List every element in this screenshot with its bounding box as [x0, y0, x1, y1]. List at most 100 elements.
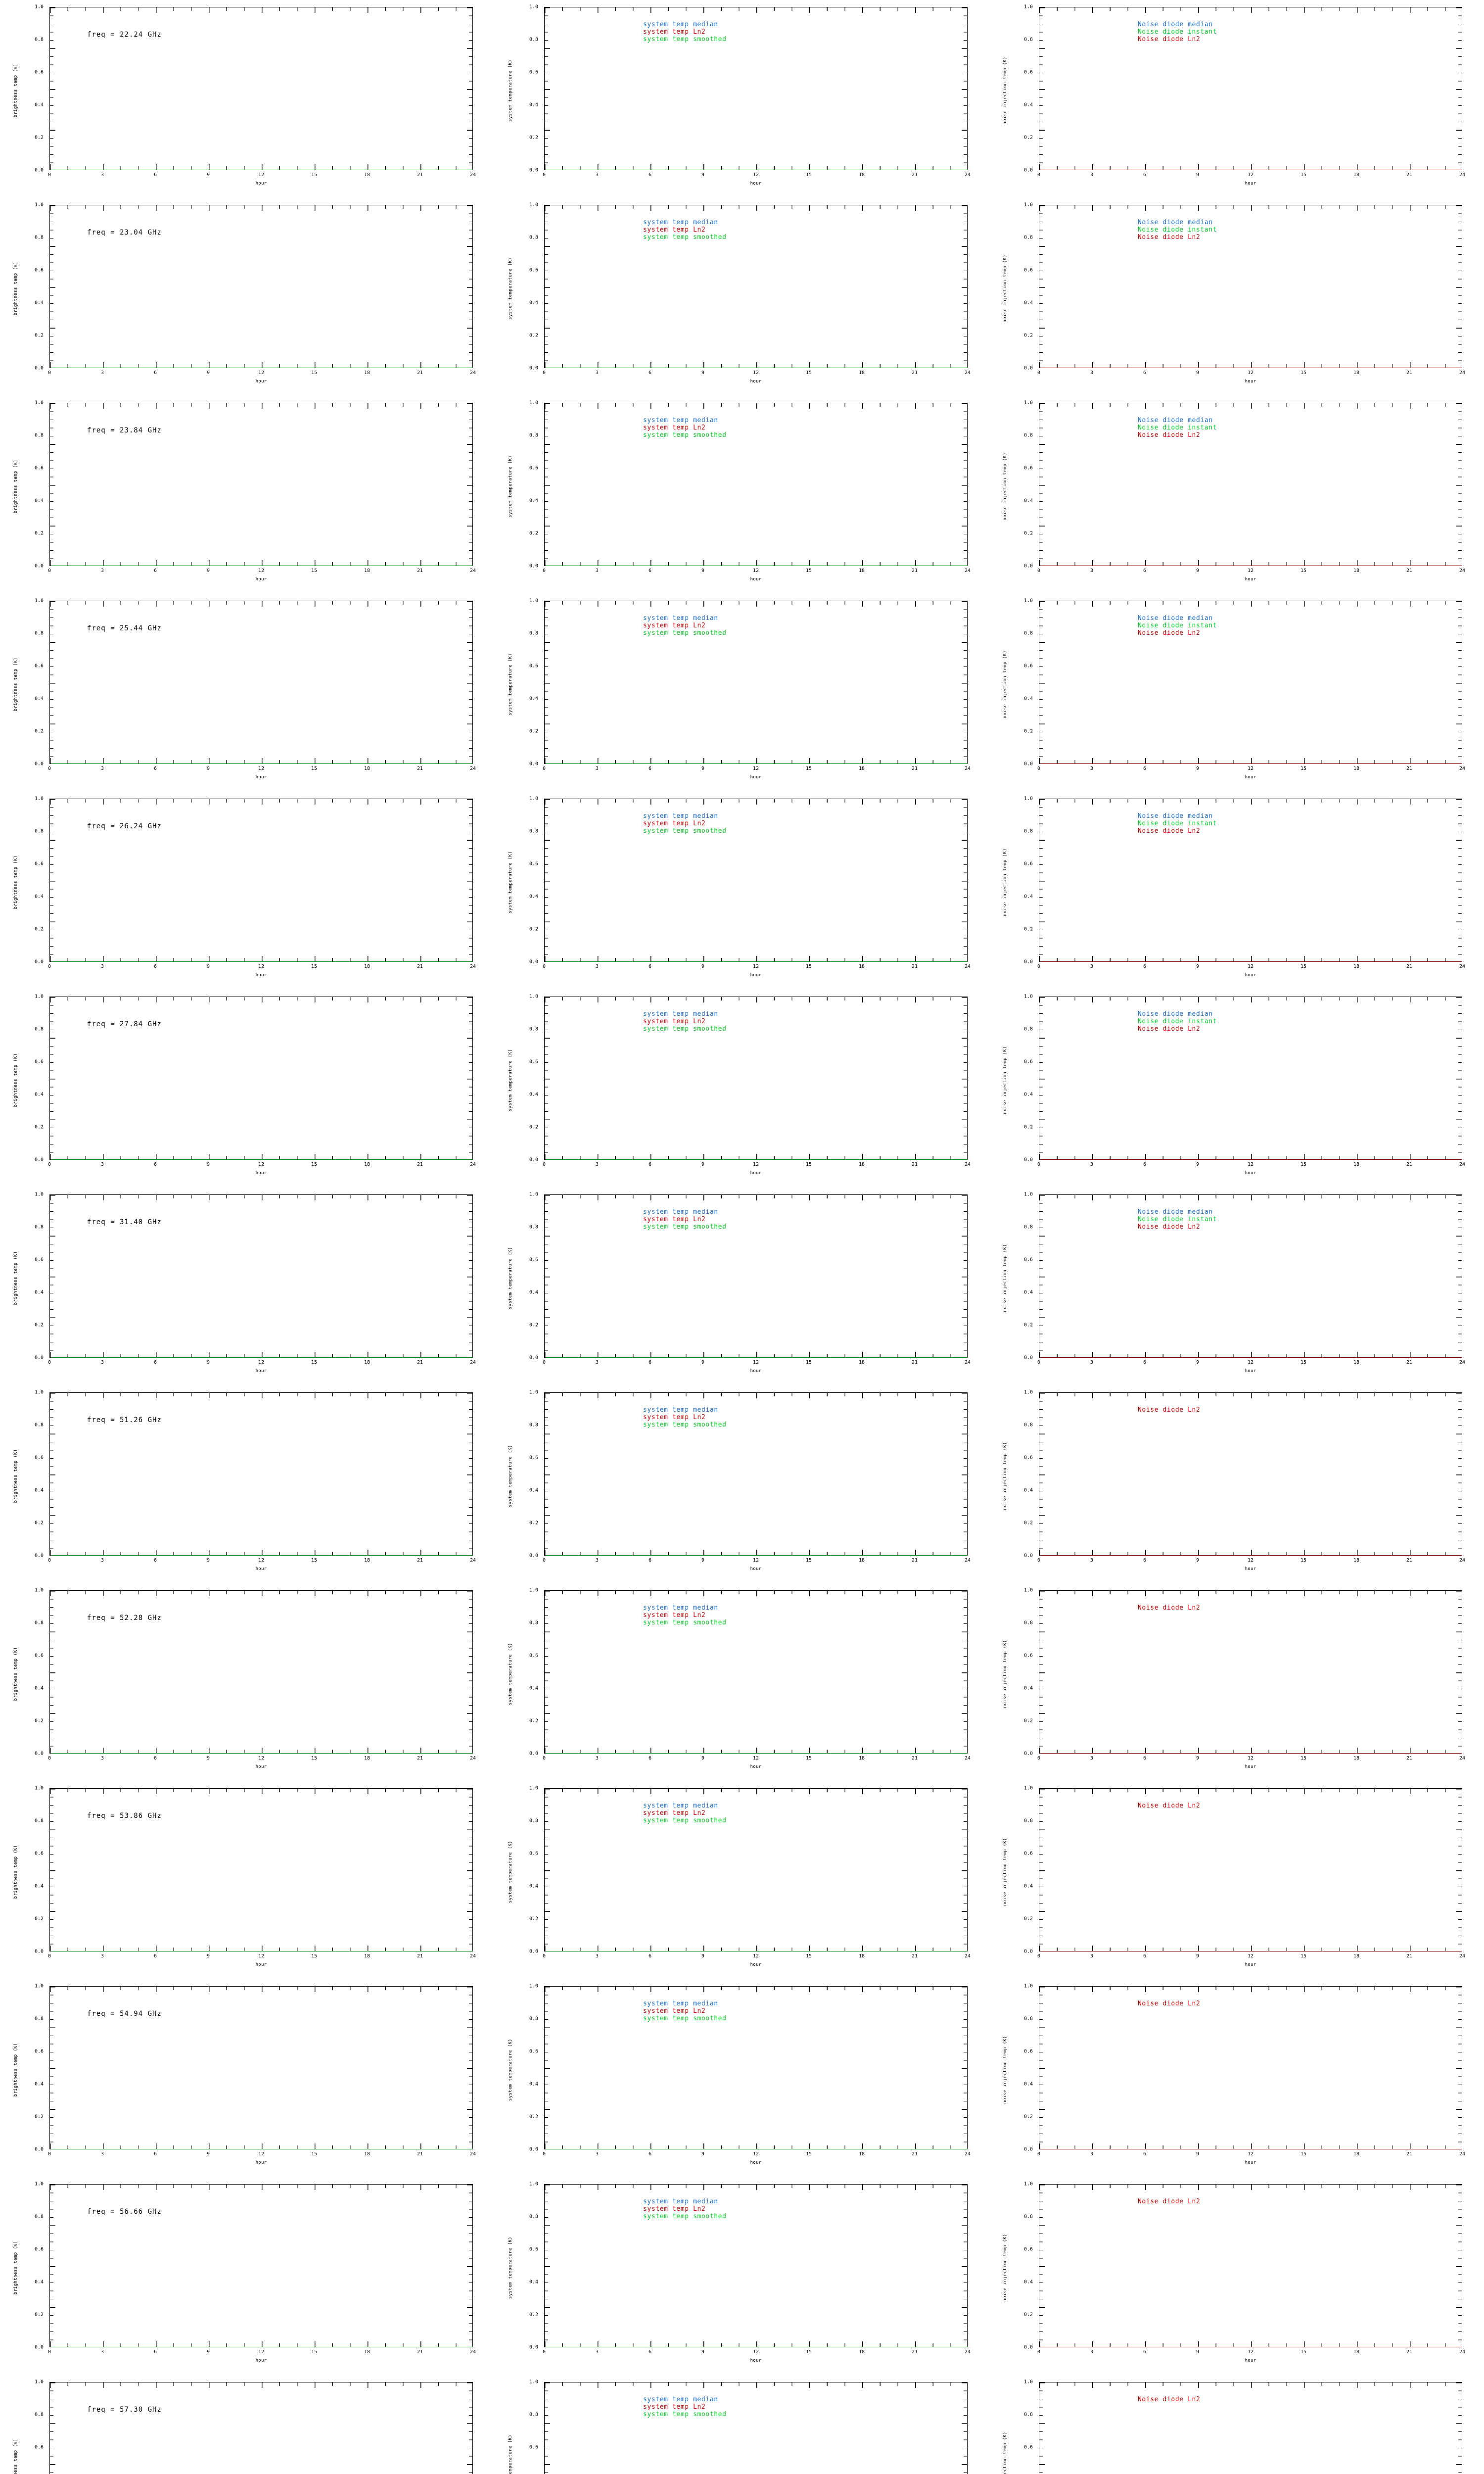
x-tick-label: 21 [1406, 1360, 1413, 1365]
x-tick-label: 24 [964, 964, 971, 969]
x-axis-label: hour [255, 2160, 267, 2165]
y-tick-label: 1.0 [529, 400, 538, 406]
y-tick-label: 0.8 [34, 630, 44, 636]
x-tick-labels: 0 3 6 9 12 15 18 21 24 [543, 172, 971, 178]
x-tick-label: 21 [417, 964, 423, 969]
y-tick-label: 0.6 [34, 1257, 44, 1263]
x-tick-label: 24 [964, 1558, 971, 1563]
x-tick-label: 9 [1196, 1756, 1200, 1761]
x-tick-label: 21 [417, 370, 423, 376]
x-tick-label: 12 [1247, 172, 1254, 178]
y-tick-label: 0.0 [1023, 1949, 1033, 1954]
y-tick-label: 0.8 [34, 432, 44, 438]
plot-panel-mid-row1: 0.0 0.2 0.4 0.6 0.8 1.0 system temperature (K)… [495, 0, 989, 198]
y-tick-label: 0.8 [529, 1026, 538, 1032]
y-tick-label: 0.8 [34, 37, 44, 43]
x-tick-label: 12 [258, 2349, 265, 2355]
plot-frame [544, 2382, 968, 2474]
y-tick-label: 0.6 [529, 267, 538, 273]
legend-entry: system temp Ln2 [643, 1809, 706, 1817]
y-axis-label: system temperature (K) [508, 257, 513, 320]
y-tick-label: 0.4 [34, 1487, 44, 1493]
x-tick-label: 18 [1353, 2349, 1360, 2355]
x-tick-label: 9 [206, 2349, 210, 2355]
y-axis-label: brightness temp (K) [13, 261, 18, 316]
y-tick-labels: 0.00.20.40.60.81.0 [989, 2379, 1037, 2474]
x-tick-label: 24 [469, 2349, 476, 2355]
plot-panel-right-row3: 0.0 0.2 0.4 0.6 0.8 1.0 noise injection temp (… [989, 396, 1484, 594]
y-tick-label: 0.0 [34, 1553, 44, 1559]
legend-entry: Noise diode Ln2 [1138, 1025, 1201, 1033]
y-tick-label: 1.0 [1023, 994, 1033, 999]
x-tick-label: 12 [258, 370, 265, 376]
x-tick-label: 6 [1143, 172, 1147, 178]
x-tick-label: 6 [153, 172, 157, 178]
x-tick-label: 12 [752, 1558, 759, 1563]
x-tick-labels: 0 3 6 9 12 15 18 21 24 [48, 964, 476, 970]
y-axis-label: brightness temp (K) [13, 2240, 18, 2295]
x-tick-labels: 0 3 6 9 12 15 18 21 24 [543, 2349, 971, 2355]
y-tick-label: 1.0 [529, 598, 538, 604]
plot-frame [49, 1986, 473, 2149]
x-tick-label: 18 [858, 172, 865, 178]
x-tick-label: 15 [1300, 1558, 1307, 1563]
plot-row: 0.0 0.2 0.4 0.6 0.8 1.0 brightness temp (K) 0 3 6… [0, 1583, 1484, 1781]
y-tick-label: 0.2 [1023, 1718, 1033, 1724]
y-axis-label: system temperature (K) [508, 653, 513, 715]
legend-entry: Noise diode instant [1138, 622, 1217, 629]
y-axis-label: brightness temp (K) [13, 459, 18, 514]
plot-frame [1039, 799, 1462, 962]
y-tick-label: 0.0 [1023, 959, 1033, 965]
series-canvas [545, 2185, 968, 2347]
y-tick-label: 0.6 [1023, 1257, 1033, 1263]
plot-frame [49, 2382, 473, 2474]
x-tick-label: 12 [258, 172, 265, 178]
y-tick-label: 0.2 [1023, 1916, 1033, 1922]
x-tick-label: 15 [805, 964, 812, 969]
series-canvas [545, 1195, 968, 1358]
y-tick-label: 1.0 [1023, 796, 1033, 802]
plot-frame [1039, 205, 1462, 368]
x-tick-label: 24 [964, 1953, 971, 1959]
x-tick-label: 18 [1353, 1162, 1360, 1167]
x-axis-label: hour [750, 1171, 762, 1176]
y-tick-label: 0.8 [34, 1026, 44, 1032]
x-tick-label: 9 [1196, 172, 1200, 178]
x-tick-label: 18 [364, 1756, 371, 1761]
x-tick-label: 3 [100, 568, 104, 573]
y-tick-label: 0.8 [34, 1422, 44, 1428]
x-tick-label: 3 [100, 1558, 104, 1563]
x-tick-label: 0 [542, 370, 546, 376]
x-tick-label: 24 [1459, 2151, 1466, 2157]
y-tick-label: 0.0 [34, 761, 44, 767]
x-tick-label: 3 [595, 1360, 599, 1365]
x-tick-labels: 0 3 6 9 12 15 18 21 24 [1037, 2151, 1466, 2157]
x-tick-label: 0 [1037, 568, 1041, 573]
y-tick-label: 0.4 [529, 1685, 538, 1691]
x-tick-label: 24 [469, 766, 476, 771]
x-tick-label: 18 [1353, 1558, 1360, 1563]
legend-noise-diode: Noise diode median Noise diode instant Noi… [1138, 812, 1217, 835]
plot-panel-mid-row7: 0.0 0.2 0.4 0.6 0.8 1.0 system temperature (K)… [495, 1188, 989, 1385]
x-axis-label: hour [1245, 2160, 1256, 2165]
x-tick-label: 3 [100, 2151, 104, 2157]
x-tick-labels: 0 3 6 9 12 15 18 21 24 [543, 1360, 971, 1366]
y-tick-label: 0.2 [34, 1916, 44, 1922]
y-tick-label: 0.0 [1023, 1355, 1033, 1361]
x-axis-label: hour [750, 1764, 762, 1769]
x-tick-label: 9 [701, 172, 705, 178]
x-tick-label: 21 [1406, 766, 1413, 771]
y-tick-label: 0.0 [529, 365, 538, 371]
x-tick-label: 21 [417, 1162, 423, 1167]
x-tick-label: 6 [648, 1558, 652, 1563]
plot-panel-right-row4: 0.0 0.2 0.4 0.6 0.8 1.0 noise injection temp (… [989, 594, 1484, 792]
x-tick-label: 24 [964, 370, 971, 376]
legend-entry: Noise diode instant [1138, 424, 1217, 431]
